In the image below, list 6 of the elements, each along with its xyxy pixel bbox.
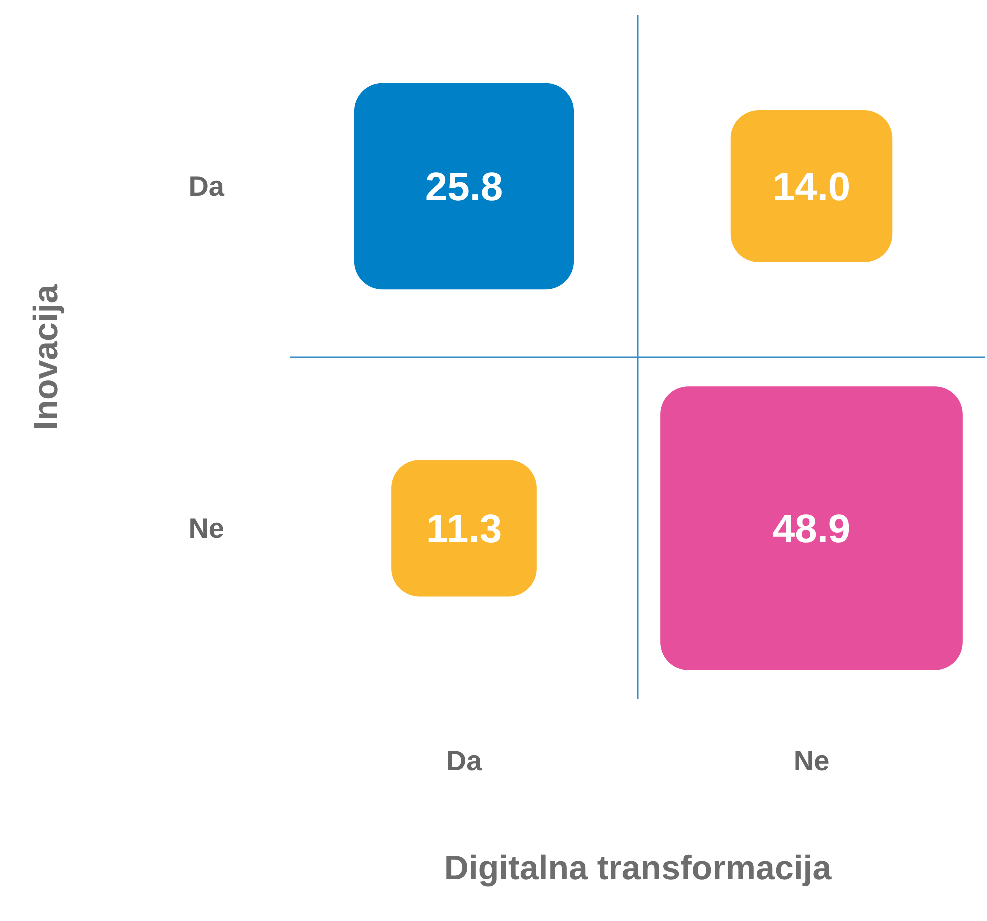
data-label: 48.9	[772, 508, 851, 552]
x-axis-title: Digitalna transformacija	[444, 850, 833, 888]
data-label: 11.3	[426, 508, 502, 552]
data-label: 25.8	[425, 166, 504, 210]
data-label: 14.0	[772, 166, 851, 210]
y-axis-title: Inovacija	[28, 284, 66, 430]
